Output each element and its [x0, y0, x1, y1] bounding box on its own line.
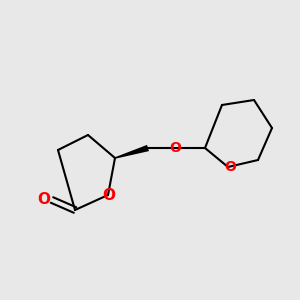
Text: O: O: [224, 160, 236, 174]
Text: O: O: [38, 193, 50, 208]
Text: O: O: [103, 188, 116, 202]
Polygon shape: [115, 145, 149, 159]
Text: O: O: [169, 141, 181, 155]
